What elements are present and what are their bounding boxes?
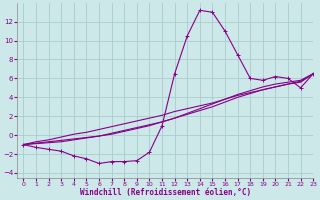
X-axis label: Windchill (Refroidissement éolien,°C): Windchill (Refroidissement éolien,°C) (80, 188, 251, 197)
